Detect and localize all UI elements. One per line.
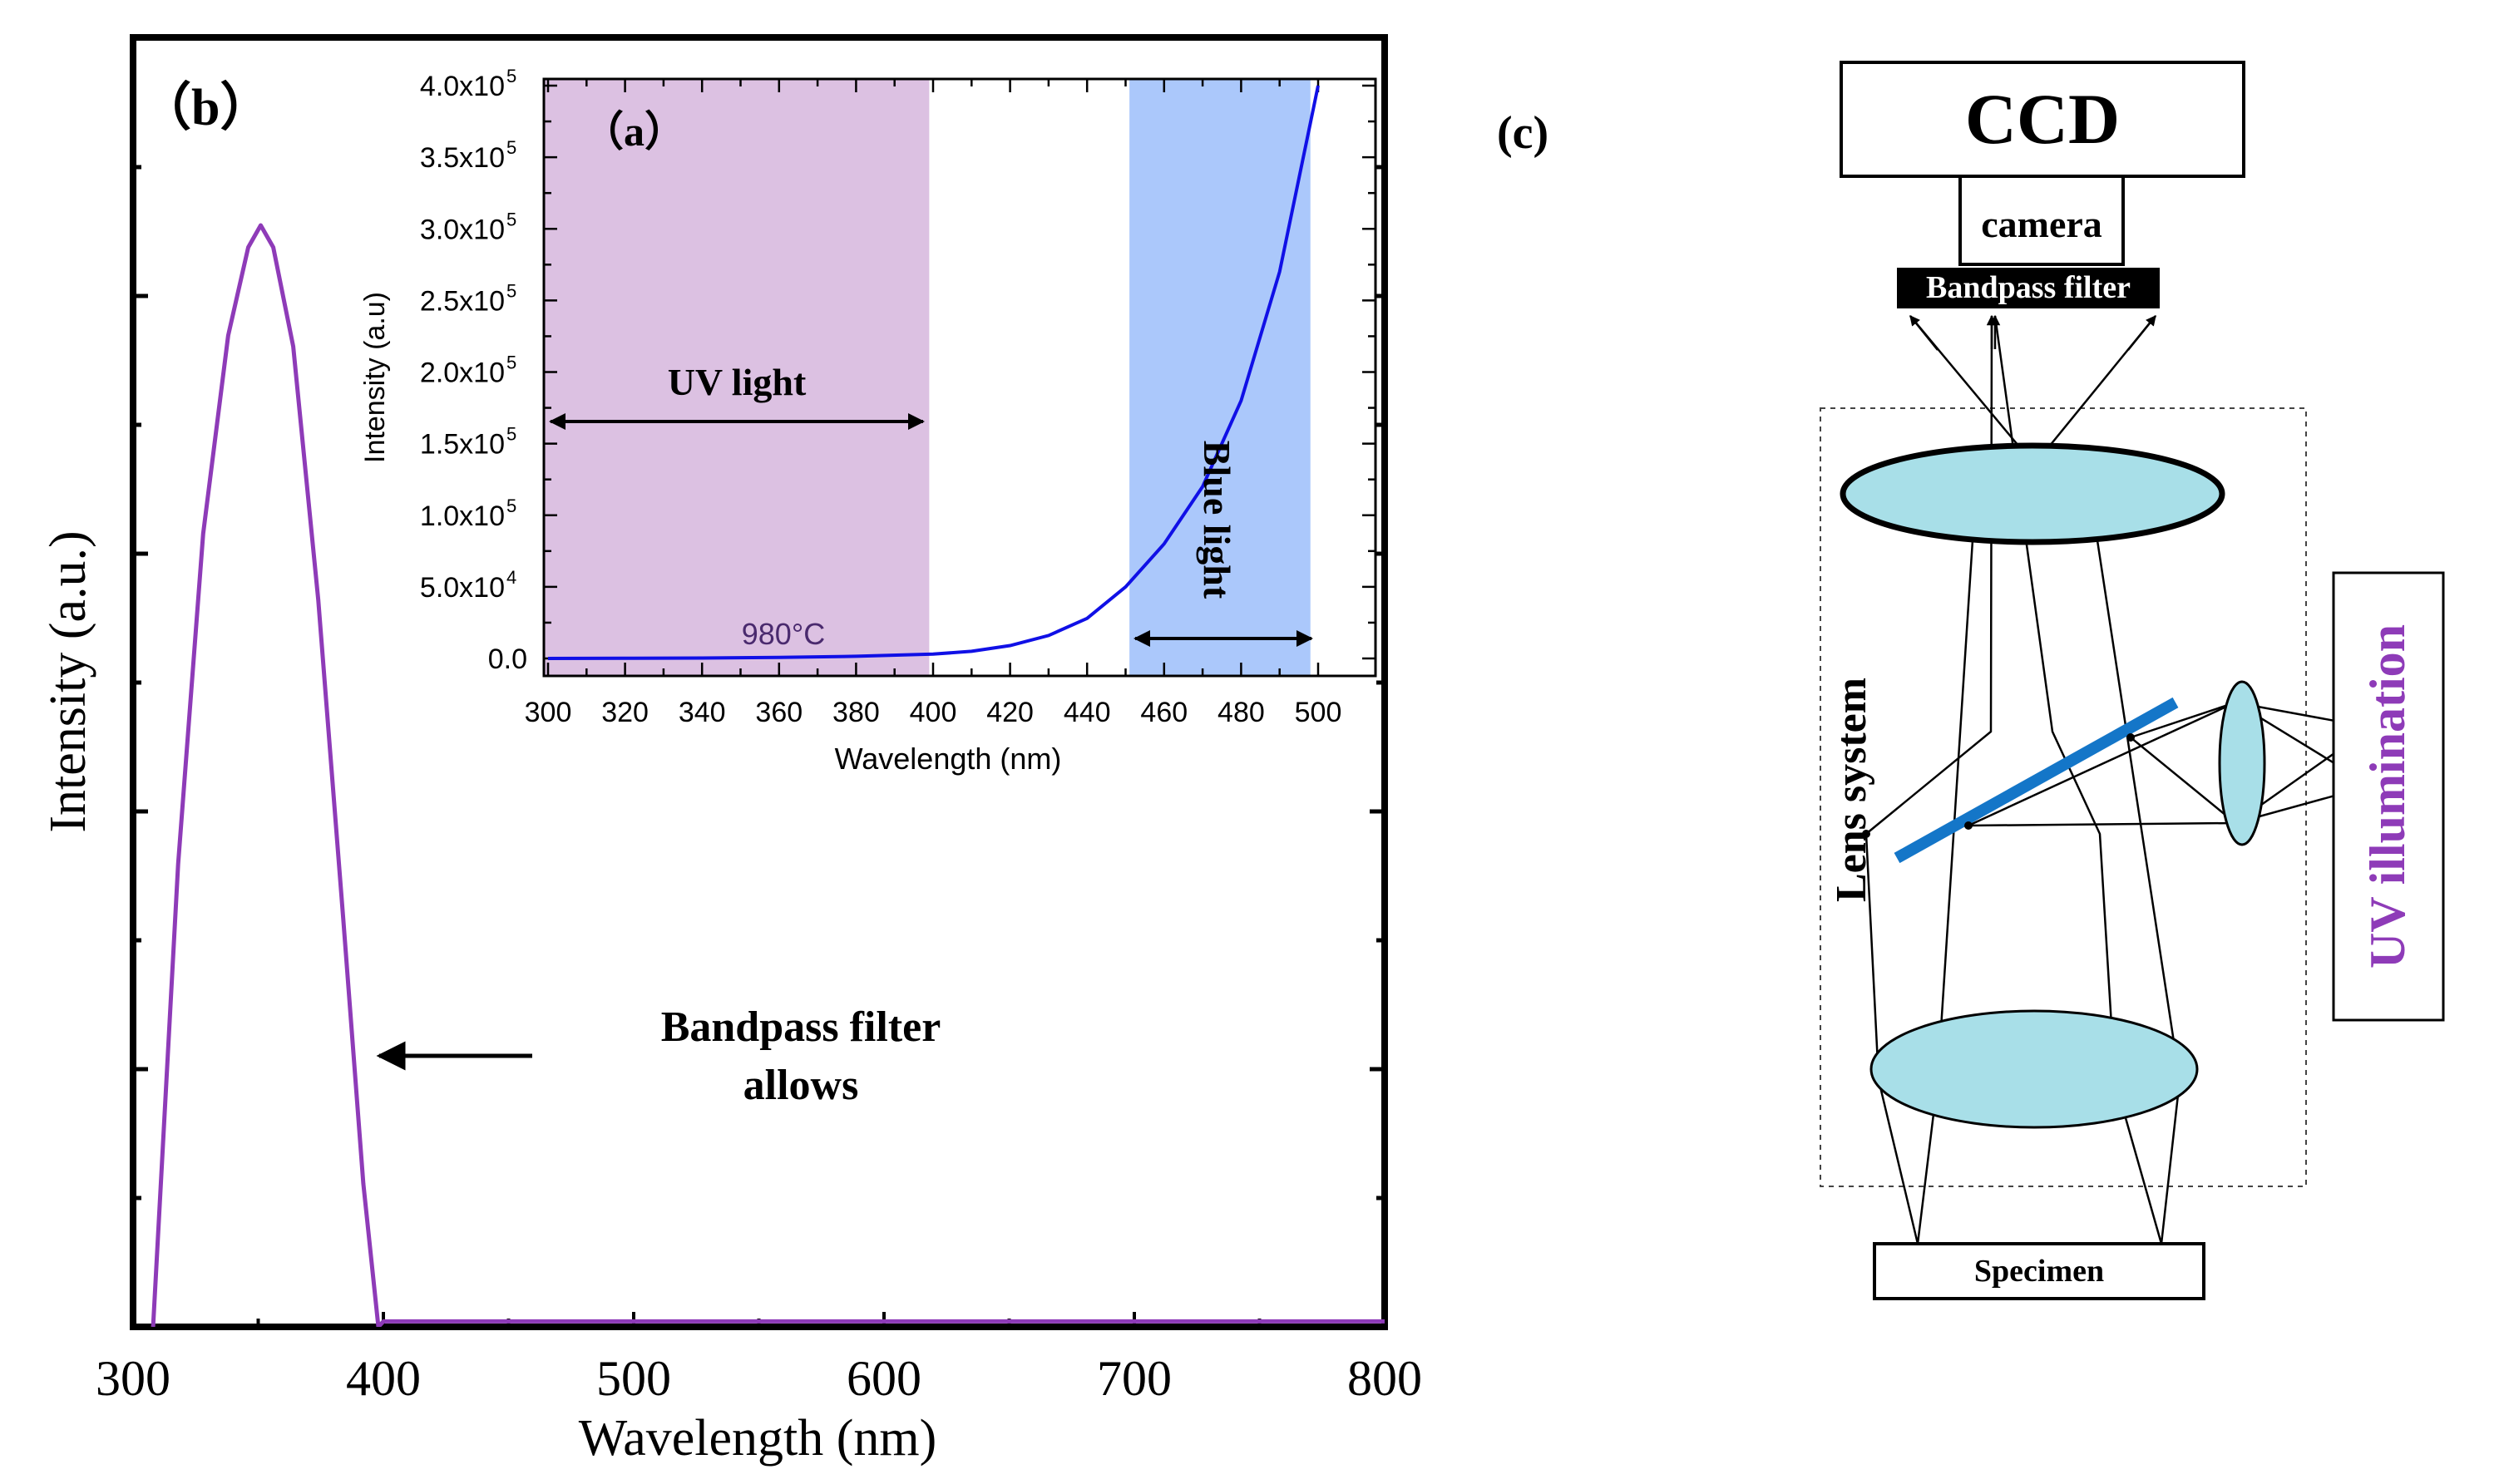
- panel-b-bandpass-line: [151, 223, 1385, 1327]
- lower-lens: [1869, 1009, 2199, 1129]
- panel-a-intensity-line: [547, 85, 1320, 660]
- lens-system-box: [1820, 407, 2307, 1187]
- panel-c-label: (c): [1497, 107, 1548, 159]
- panel-a-x-tick-label: 380: [832, 697, 880, 728]
- panel-b-tick-labels: 300 400 500 600 700 800: [96, 1351, 1422, 1406]
- ray-nodes: [1862, 733, 2135, 838]
- uv-light-label: UV light: [668, 361, 807, 403]
- camera-box: [1958, 175, 2125, 266]
- panel-a-tick-labels: 300 320 340 360 380 400 420 440 460 480 500 0.0 5.0x…: [420, 66, 1341, 728]
- camera-label: camera: [1981, 203, 2102, 245]
- panel-a-label: （a）: [582, 108, 686, 155]
- panel-a-x-tick-label: 440: [1064, 697, 1111, 728]
- illumination-rays: [1968, 701, 2372, 827]
- panel-b-ticks: [133, 165, 1385, 1327]
- specimen-box: [1873, 1242, 2205, 1300]
- series-label-980c: 980°C: [742, 617, 825, 651]
- ccd-box: [1840, 61, 2245, 178]
- panel-a-x-tick-label: 420: [986, 697, 1034, 728]
- panel-a-y-tick-label: 5.0x10: [420, 572, 505, 604]
- blue-light-band: [1129, 79, 1311, 676]
- uv-illumination-label: UV illumination: [2360, 624, 2415, 969]
- panel-a-x-tick-label: 500: [1295, 697, 1342, 728]
- bandpass-filter-bar: [1897, 268, 2160, 308]
- panel-a-y-tick-label: 4.0x10: [420, 71, 505, 102]
- blue-light-label: Blue light: [1196, 441, 1238, 599]
- upper-lens: [1840, 442, 2225, 545]
- illumination-lens: [2218, 680, 2266, 846]
- panel-a-y-tick-label: 3.0x10: [420, 214, 505, 245]
- panel-a-frame: [542, 77, 1377, 678]
- bandpass-filter-label: Bandpass filter: [1926, 270, 2131, 305]
- panel-c: (c) CCD camera Bandpass filter Lens syst…: [1497, 61, 2445, 1300]
- panel-a-x-tick-label: 340: [679, 697, 726, 728]
- panel-a: 300 320 340 360 380 400 420 440 460 480 500 0.0 5.0x…: [359, 66, 1377, 776]
- panel-a-y-tick-exponent: 5: [506, 66, 516, 86]
- panel-a-x-tick-label: 320: [601, 697, 649, 728]
- panel-a-y-tick-exponent: 5: [506, 209, 516, 229]
- panel-b-x-tick-label: 400: [346, 1351, 421, 1406]
- panel-b: 300 400 500 600 700 800 （b） Wavelength (nm) I…: [40, 34, 1422, 1467]
- panel-a-y-axis-title: Intensity (a.u): [359, 292, 391, 463]
- panel-a-y-tick-exponent: 4: [506, 567, 516, 588]
- panel-a-y-tick-exponent: 5: [506, 353, 516, 373]
- uv-light-band: [544, 79, 930, 676]
- bandpass-annotation-line1: Bandpass filter: [661, 1003, 941, 1051]
- panel-a-y-tick-label: 1.5x10: [420, 429, 505, 461]
- uv-illumination-box: [2332, 571, 2445, 1022]
- panel-b-x-tick-label: 300: [96, 1351, 170, 1406]
- panel-a-x-tick-label: 480: [1217, 697, 1265, 728]
- panel-a-x-tick-label: 300: [525, 697, 572, 728]
- panel-a-y-tick-label: 3.5x10: [420, 142, 505, 174]
- ray-arrowheads: [1909, 314, 2156, 351]
- panel-a-y-tick-label: 0.0: [488, 643, 527, 675]
- panel-a-y-tick-label: 2.5x10: [420, 285, 505, 317]
- panel-a-y-tick-exponent: 5: [506, 495, 516, 516]
- panel-a-y-tick-label: 1.0x10: [420, 500, 505, 532]
- panel-a-x-tick-label: 360: [755, 697, 803, 728]
- panel-a-x-tick-label: 400: [910, 697, 957, 728]
- panel-b-x-tick-label: 800: [1347, 1351, 1422, 1406]
- panel-a-x-tick-label: 460: [1140, 697, 1188, 728]
- specimen-label: Specimen: [1974, 1254, 2104, 1289]
- panel-b-x-tick-label: 600: [847, 1351, 921, 1406]
- panel-b-x-axis-title: Wavelength (nm): [579, 1410, 937, 1467]
- panel-a-y-tick-exponent: 5: [506, 137, 516, 158]
- bandpass-annotation-line2: allows: [743, 1062, 859, 1109]
- panel-a-x-axis-title: Wavelength (nm): [835, 742, 1062, 776]
- ccd-label: CCD: [1965, 79, 2120, 159]
- panel-b-x-tick-label: 500: [596, 1351, 671, 1406]
- panel-b-x-tick-label: 700: [1097, 1351, 1172, 1406]
- beam-splitter-mirror: [1894, 697, 2179, 864]
- panel-b-label: （b）: [140, 78, 271, 136]
- panel-a-y-tick-exponent: 5: [506, 280, 516, 301]
- panel-a-y-tick-exponent: 5: [506, 424, 516, 445]
- panel-b-y-axis-title: Intensity (a.u.): [40, 530, 96, 832]
- panel-a-y-tick-label: 2.0x10: [420, 357, 505, 389]
